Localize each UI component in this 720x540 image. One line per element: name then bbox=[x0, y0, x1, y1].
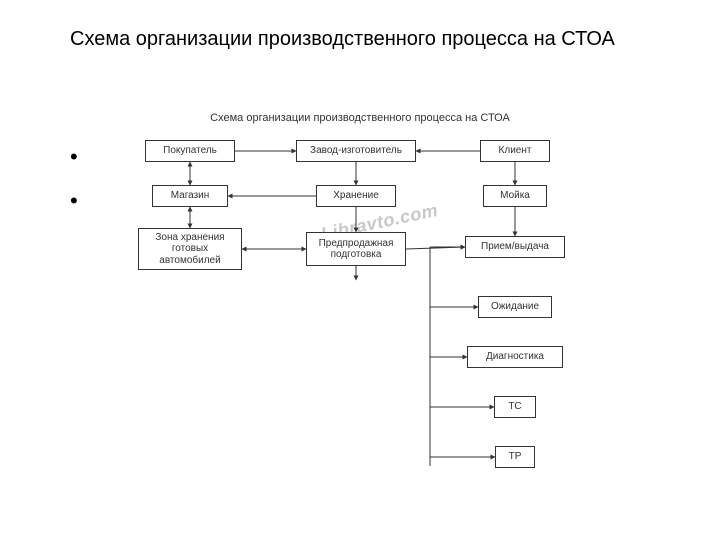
diagram-subtitle: Схема организации производственного проц… bbox=[200, 112, 520, 124]
node-diag: Диагностика bbox=[467, 346, 563, 368]
node-stockzone: Зона хранения готовых автомобилей bbox=[138, 228, 242, 270]
node-tc: ТС bbox=[494, 396, 536, 418]
node-reception: Прием/выдача bbox=[465, 236, 565, 258]
node-client: Клиент bbox=[480, 140, 550, 162]
node-factory: Завод-изготовитель bbox=[296, 140, 416, 162]
bullets: • • bbox=[70, 135, 78, 223]
node-wash: Мойка bbox=[483, 185, 547, 207]
node-tp: ТР bbox=[495, 446, 535, 468]
node-preprep: Предпродажная подготовка bbox=[306, 232, 406, 266]
bullet-1: • bbox=[70, 135, 78, 179]
node-shop: Магазин bbox=[152, 185, 228, 207]
edges-layer bbox=[0, 0, 720, 540]
page-title: Схема организации производственного проц… bbox=[70, 28, 680, 51]
node-storage: Хранение bbox=[316, 185, 396, 207]
node-buyer: Покупатель bbox=[145, 140, 235, 162]
bullet-2: • bbox=[70, 179, 78, 223]
node-wait: Ожидание bbox=[478, 296, 552, 318]
